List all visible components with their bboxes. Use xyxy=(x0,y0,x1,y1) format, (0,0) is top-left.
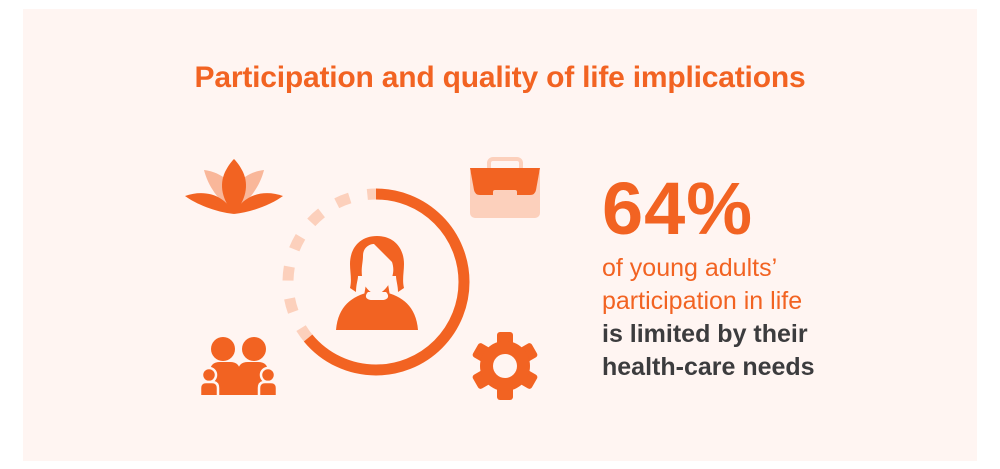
stat-description-line: participation in life xyxy=(602,287,803,315)
family-icon xyxy=(198,337,280,403)
person-icon xyxy=(336,236,418,330)
stat-value: 64% xyxy=(602,167,754,250)
statistic-block: 64% of young adults’ participation in li… xyxy=(602,172,922,384)
page-title: Participation and quality of life implic… xyxy=(194,61,806,94)
lotus-icon xyxy=(185,159,283,214)
stat-emphasis-line: health-care needs xyxy=(602,353,815,381)
stat-description-line: of young adults’ xyxy=(602,254,778,282)
stat-emphasis-line: is limited by their xyxy=(602,320,808,348)
progress-ring xyxy=(281,187,471,377)
briefcase-icon xyxy=(470,157,540,218)
gear-icon xyxy=(472,332,538,400)
